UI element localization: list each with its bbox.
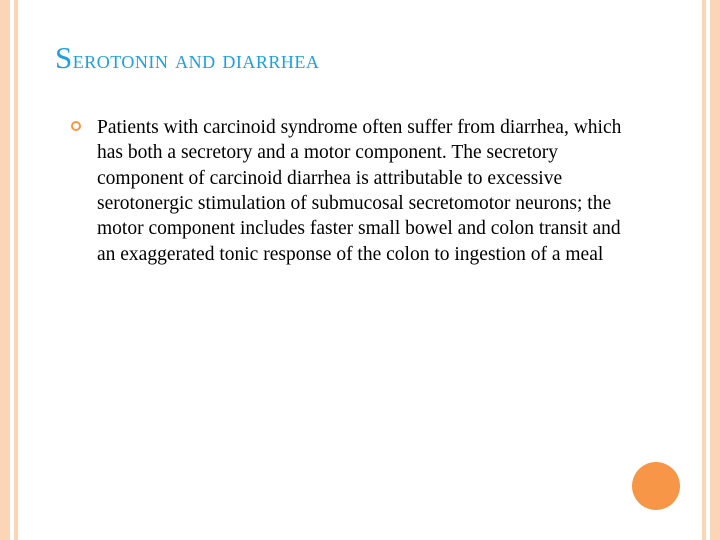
content-area: Patients with carcinoid syndrome often s… bbox=[75, 115, 635, 267]
border-left-inner bbox=[14, 0, 18, 540]
title-rest: erotonin and diarrhea bbox=[73, 47, 320, 74]
border-right-inner bbox=[702, 0, 706, 540]
border-left-outer bbox=[0, 0, 10, 540]
bullet-text: Patients with carcinoid syndrome often s… bbox=[97, 117, 621, 265]
border-right-outer bbox=[710, 0, 720, 540]
slide-title: Serotonin and diarrhea bbox=[55, 40, 319, 76]
title-firstcap: S bbox=[55, 40, 73, 75]
bullet-item: Patients with carcinoid syndrome often s… bbox=[75, 115, 635, 267]
bullet-marker-icon bbox=[71, 121, 81, 131]
accent-circle-icon bbox=[632, 462, 680, 510]
